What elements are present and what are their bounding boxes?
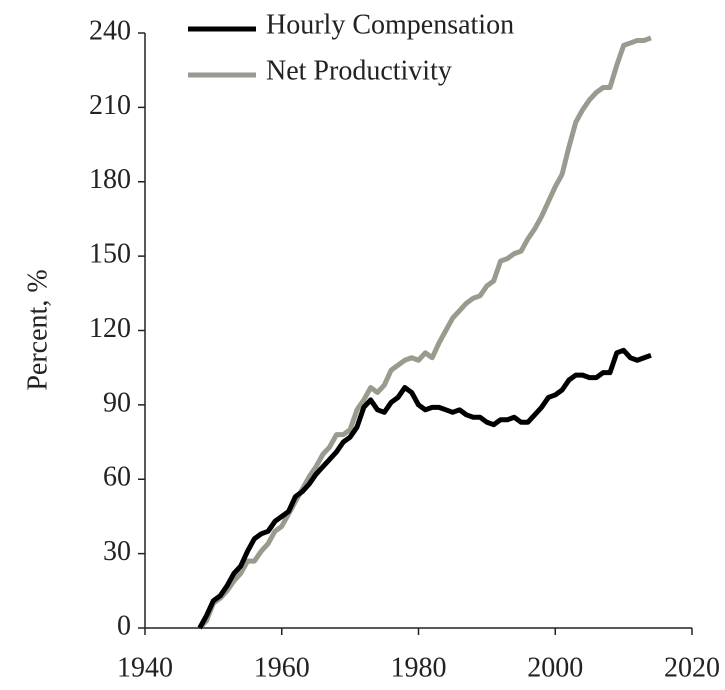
y-tick-label: 30 bbox=[103, 536, 131, 567]
y-tick-label: 240 bbox=[89, 15, 131, 46]
line-series bbox=[197, 347, 652, 630]
y-tick-label: 150 bbox=[89, 239, 131, 270]
x-tick-label: 2020 bbox=[664, 652, 720, 683]
x-tick-label: 1960 bbox=[254, 652, 310, 683]
legend-label: Hourly Compensation bbox=[266, 9, 514, 40]
y-tick-label: 0 bbox=[117, 610, 131, 641]
y-tick-label: 60 bbox=[103, 462, 131, 493]
y-tick-label: 90 bbox=[103, 387, 131, 418]
y-axis-label: Percent, % bbox=[22, 269, 53, 390]
legend-label: Net Productivity bbox=[266, 55, 452, 86]
line-series bbox=[197, 35, 652, 630]
x-tick-label: 1980 bbox=[391, 652, 447, 683]
y-tick-label: 210 bbox=[89, 90, 131, 121]
y-tick-label: 120 bbox=[89, 313, 131, 344]
x-tick-label: 2000 bbox=[527, 652, 583, 683]
x-tick-label: 1940 bbox=[117, 652, 173, 683]
y-tick-label: 180 bbox=[89, 164, 131, 195]
